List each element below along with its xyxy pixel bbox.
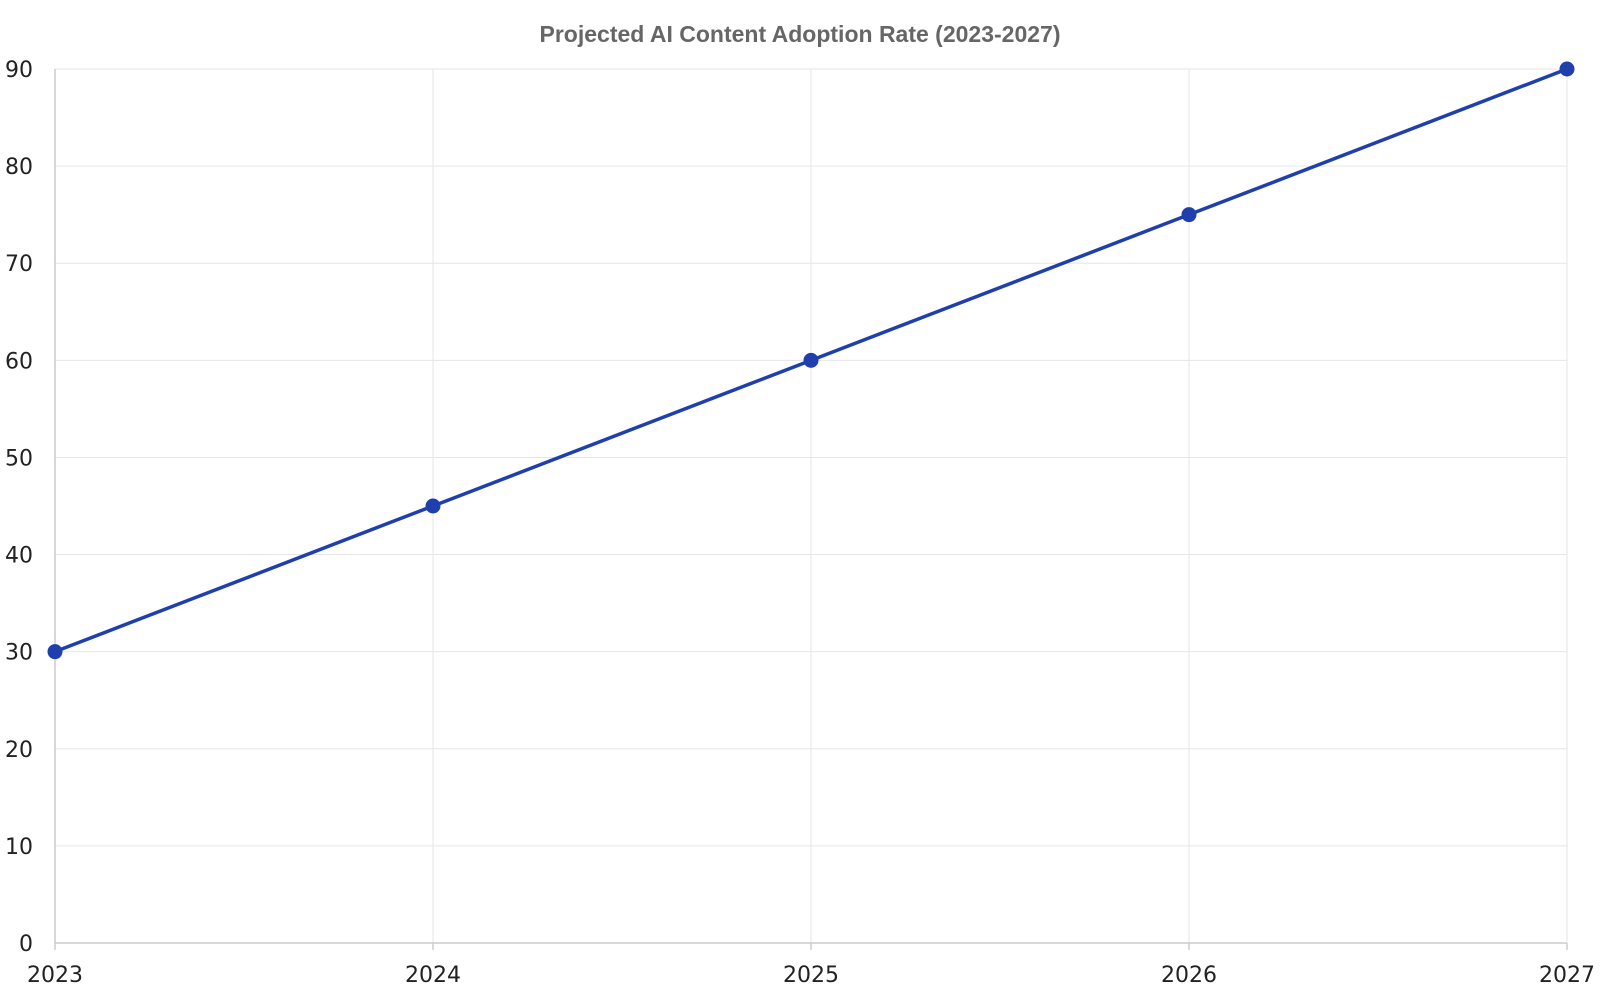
data-point[interactable] (425, 498, 441, 514)
x-tick-label: 2027 (1539, 963, 1595, 988)
x-tick-label: 2024 (405, 963, 461, 988)
y-tick-label: 0 (19, 932, 33, 957)
x-tick-label: 2025 (783, 963, 839, 988)
data-point[interactable] (47, 644, 63, 660)
data-point[interactable] (1559, 61, 1575, 77)
x-tick-label: 2023 (27, 963, 83, 988)
y-tick-label: 70 (5, 252, 33, 277)
y-tick-label: 20 (5, 738, 33, 763)
data-point[interactable] (803, 352, 819, 368)
y-tick-label: 80 (5, 155, 33, 180)
x-tick-label: 2026 (1161, 963, 1217, 988)
axes (54, 69, 1568, 950)
y-tick-label: 10 (5, 835, 33, 860)
data-point[interactable] (1181, 207, 1197, 223)
chart-title: Projected AI Content Adoption Rate (2023… (540, 21, 1061, 47)
y-tick-label: 30 (5, 641, 33, 666)
tick-labels: 0 10 20 30 40 50 60 70 80 90 2023 2024 2025 2026 2027 (5, 58, 1595, 988)
y-tick-label: 40 (5, 544, 33, 569)
y-tick-label: 60 (5, 349, 33, 374)
series (47, 61, 1575, 660)
grid (55, 68, 1568, 943)
y-tick-label: 50 (5, 446, 33, 471)
y-tick-label: 90 (5, 58, 33, 83)
